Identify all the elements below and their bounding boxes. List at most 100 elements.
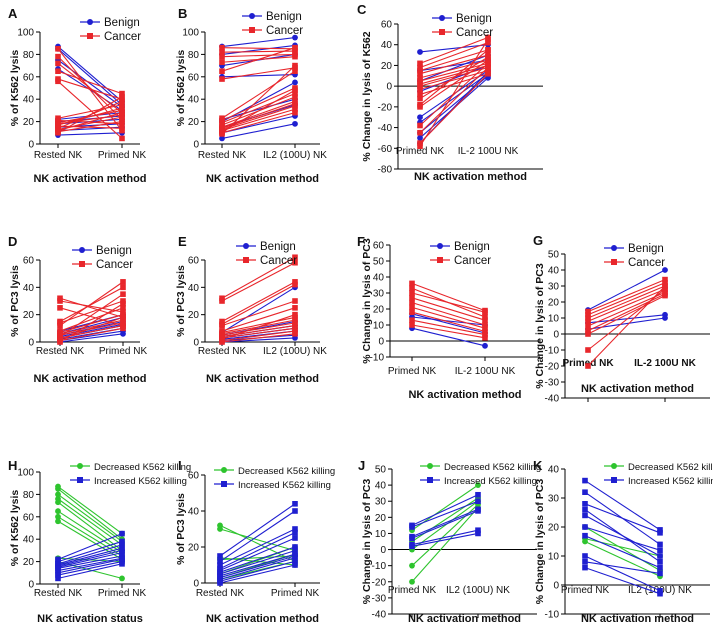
legend-marker-circle [611, 463, 617, 469]
chart-panel-c: C -80 -60 -40 -20 0 20 40 60 Primed NK IL-2 100U N… [357, 2, 543, 183]
data-point-circle [292, 34, 298, 41]
data-point-square [409, 322, 415, 328]
paired-line [587, 279, 666, 313]
data-point-square [657, 564, 663, 571]
paired-line [219, 524, 296, 562]
data-point-square [55, 53, 61, 60]
data-point-square [120, 279, 126, 285]
y-tick-label: 40 [373, 273, 385, 284]
data-point-square [219, 59, 225, 66]
data-point-square [120, 325, 126, 332]
legend: Decreased K562 killing Increased K562 kil… [70, 462, 191, 487]
data-point-circle [55, 485, 61, 492]
data-point-square [482, 314, 488, 320]
data-point-circle [120, 330, 126, 337]
legend-marker-square [87, 33, 93, 39]
paired-line [221, 330, 296, 342]
data-point-square [475, 530, 481, 537]
y-tick-label: 0 [380, 545, 386, 556]
data-point-square [657, 559, 663, 565]
paired-line [59, 297, 124, 318]
paired-line [411, 508, 479, 538]
panel-label: I [178, 458, 182, 473]
paired-line [59, 286, 124, 322]
x-category-label: Primed NK [388, 366, 437, 377]
paired-line [587, 293, 666, 332]
y-tick-label: 20 [548, 523, 560, 534]
paired-line [584, 555, 661, 592]
data-point-square [292, 501, 298, 507]
paired-line [221, 123, 296, 139]
data-point-square [292, 103, 298, 109]
paired-line [57, 552, 123, 568]
paired-line [587, 285, 666, 319]
paired-line [57, 547, 123, 566]
paired-line [419, 62, 489, 126]
paired-line [587, 295, 666, 335]
paired-line [219, 528, 296, 552]
data-point-circle [55, 518, 61, 525]
panel-label: H [8, 458, 17, 473]
data-point-square [219, 339, 225, 345]
paired-line [411, 316, 486, 326]
x-category-label: Rested NK [198, 150, 247, 161]
x-category-label: Rested NK [196, 588, 245, 599]
paired-line [584, 561, 661, 574]
paired-line [219, 532, 296, 570]
data-point-square [292, 48, 298, 54]
data-point-square [485, 47, 491, 53]
legend-marker-circle [87, 19, 93, 25]
panel-label: E [178, 234, 187, 249]
data-point-square [217, 553, 223, 559]
data-point-square [657, 527, 663, 533]
data-point-square [485, 36, 491, 43]
y-tick-label: -20 [545, 362, 560, 373]
data-point-square [657, 590, 663, 597]
x-category-label: IL2 (100U) NK [446, 585, 510, 596]
data-point-square [417, 78, 423, 84]
paired-line [219, 557, 296, 580]
paired-line [59, 303, 124, 343]
paired-line [57, 549, 123, 567]
y-axis-title: % of PC3 lysis [9, 265, 21, 337]
paired-line [221, 284, 296, 325]
x-category-label: IL2 (100U) NK [263, 150, 327, 161]
data-point-square [217, 558, 223, 565]
legend-label: Benign [260, 241, 296, 253]
data-point-square [417, 70, 423, 77]
paired-line [59, 323, 124, 338]
y-tick-label: -40 [378, 123, 393, 134]
paired-line [419, 67, 489, 134]
x-category-label: Primed NK [388, 585, 437, 596]
legend-marker-square [611, 477, 617, 483]
data-point-square [482, 331, 488, 338]
data-point-square [657, 547, 663, 553]
x-category-label: Primed NK [98, 150, 147, 161]
data-point-square [292, 68, 298, 74]
data-point-square [585, 347, 591, 353]
paired-line [411, 500, 479, 528]
paired-line [419, 59, 489, 108]
y-tick-label: 20 [381, 61, 393, 72]
data-point-square [409, 280, 415, 287]
paired-line [221, 286, 296, 333]
y-tick-label: 40 [548, 465, 560, 476]
paired-line [221, 67, 296, 80]
y-tick-label: 40 [375, 481, 387, 492]
chart-panel-f: F -10 0 10 20 30 40 50 60 Primed NK IL-2 100U NK NK… [357, 234, 540, 401]
x-axis-title: NK activation method [33, 373, 146, 385]
series-increased [582, 477, 663, 597]
series-cancer [219, 44, 298, 137]
data-point-square [662, 292, 668, 299]
chart-panel-e: E 0 20 40 60 Rested NK IL2 (100U) NK NK activat… [175, 234, 327, 385]
y-tick-label: 10 [548, 314, 560, 325]
paired-line [219, 528, 296, 566]
legend: Benign Cancer [72, 245, 133, 271]
data-point-square [585, 331, 591, 337]
paired-line [57, 555, 123, 569]
chart-panel-d: D 0 20 40 60 Rested NK Primed NK NK activation … [8, 234, 147, 385]
y-tick-label: 0 [28, 580, 34, 591]
paired-line [419, 73, 489, 123]
x-axis-title: NK activation method [408, 613, 521, 625]
legend-label: Benign [266, 11, 302, 23]
